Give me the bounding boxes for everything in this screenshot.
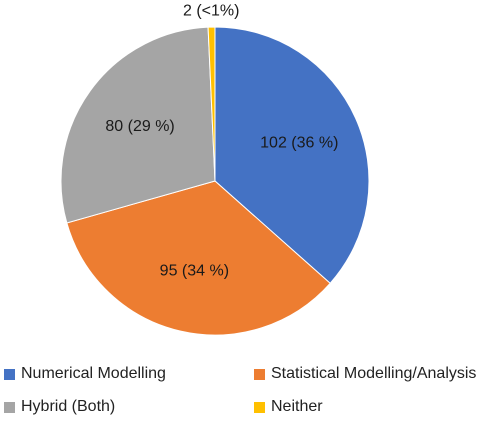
legend-item-numerical-modelling: Numerical Modelling [4, 365, 166, 383]
legend-swatch-hybrid [4, 401, 15, 413]
pie-plot-area: 102 (36 %) 95 (34 %) 80 (29 %) 2 (<1%) [60, 2, 370, 336]
legend: Numerical Modelling Statistical Modellin… [0, 352, 500, 422]
legend-item-neither: Neither [254, 398, 323, 416]
legend-swatch-statistical-modelling [254, 368, 265, 380]
data-label-statistical-modelling: 95 (34 %) [160, 262, 229, 279]
pie-slice-neither [207, 26, 216, 182]
data-label-neither: 2 (<1%) [183, 2, 239, 19]
data-label-numerical-modelling: 102 (36 %) [260, 134, 338, 151]
legend-swatch-numerical-modelling [4, 368, 15, 380]
legend-swatch-neither [254, 401, 265, 413]
legend-item-statistical-modelling: Statistical Modelling/Analysis [254, 365, 476, 383]
pie-slice-statistical-modelling [66, 180, 331, 336]
legend-label-neither: Neither [271, 398, 323, 415]
pie-slice-hybrid [60, 26, 216, 224]
pie-slice-numerical-modelling [214, 26, 370, 284]
legend-label-hybrid: Hybrid (Both) [21, 398, 116, 415]
legend-item-hybrid: Hybrid (Both) [4, 398, 115, 416]
data-label-hybrid: 80 (29 %) [105, 118, 174, 135]
legend-label-statistical-modelling: Statistical Modelling/Analysis [271, 365, 477, 382]
legend-label-numerical-modelling: Numerical Modelling [21, 365, 166, 382]
